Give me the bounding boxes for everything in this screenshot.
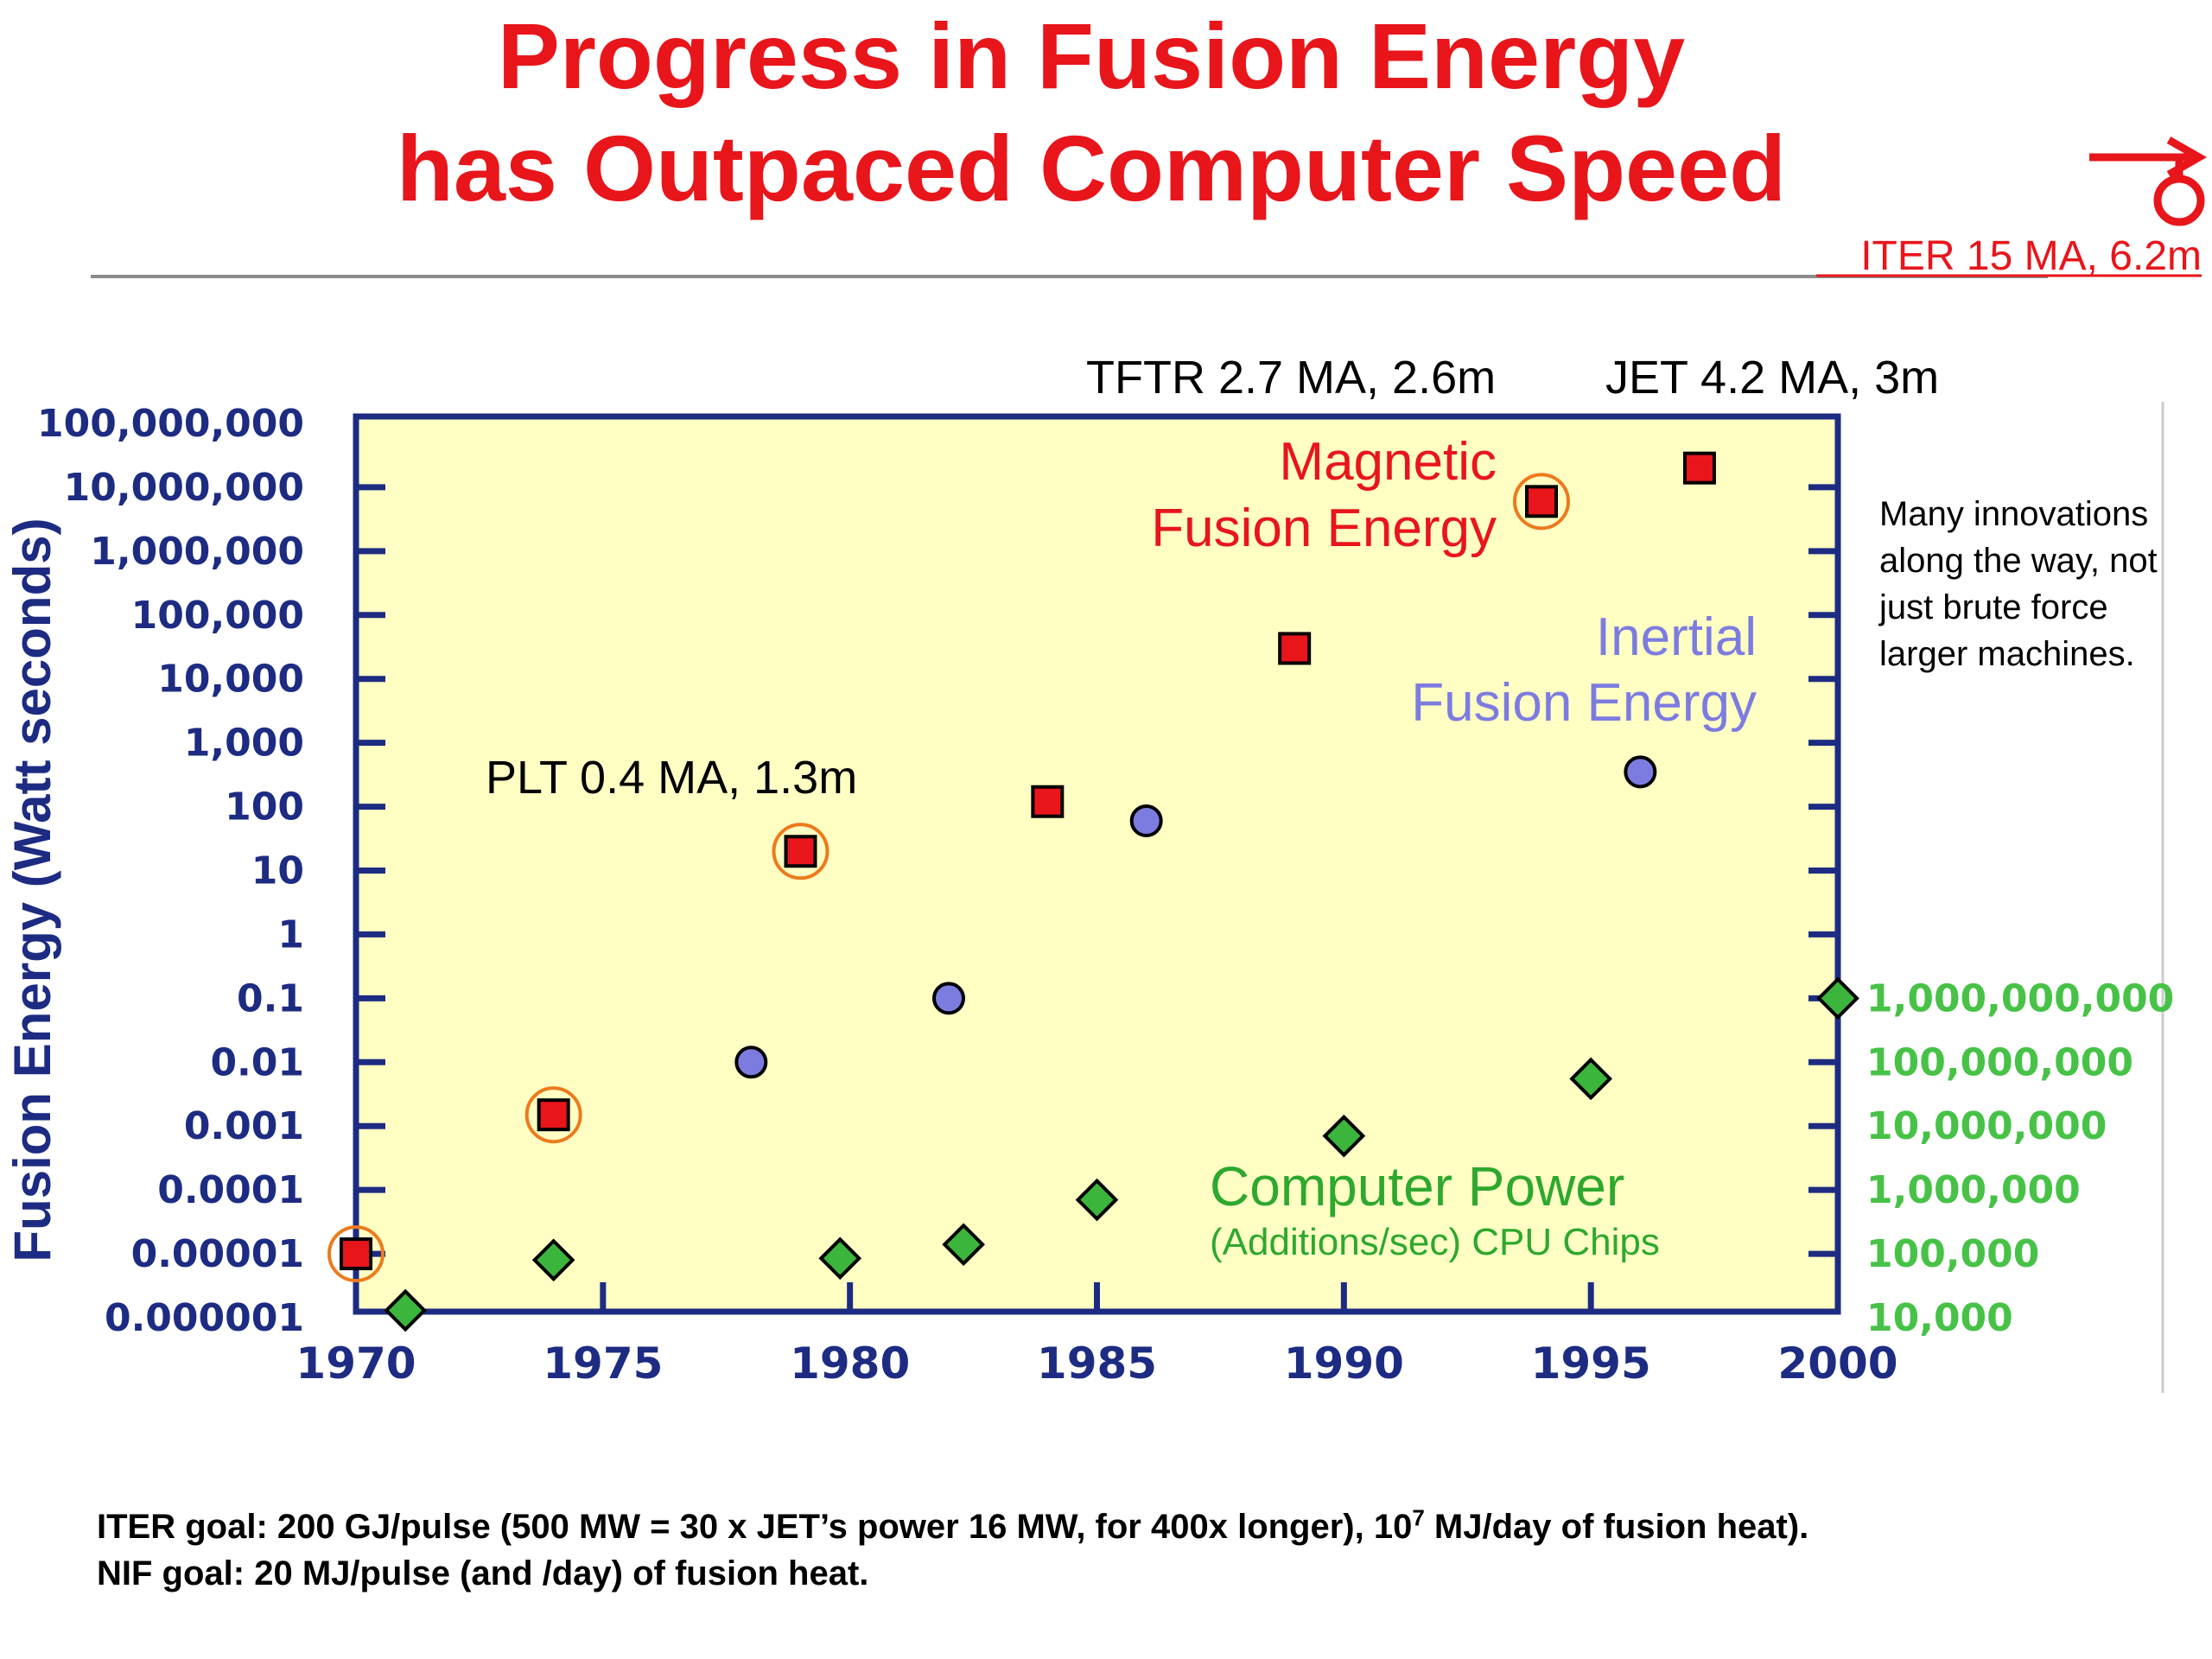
x-tick-label: 1980 xyxy=(790,1338,910,1389)
mfe-point xyxy=(784,835,817,868)
mfe-point xyxy=(1031,785,1065,818)
left-tick-label: 1,000 xyxy=(184,721,304,766)
left-axis: 0.000001 0.00001 0.0001 0.001 0.01 0.1 1 10 100 1… xyxy=(37,402,1838,1340)
left-tick-label: 0.01 xyxy=(210,1040,304,1084)
cpu-point xyxy=(1075,1178,1119,1222)
right-tick-label: 10,000,000 xyxy=(1866,1104,2107,1148)
right-tick-label: 100,000,000 xyxy=(1866,1040,2133,1084)
mfe-label-line-1: Magnetic xyxy=(1279,432,1497,492)
side-note-line-3: just brute force xyxy=(1878,588,2108,626)
footnote: ITER goal: 200 GJ/pulse (500 MW = 30 x J… xyxy=(97,1503,1808,1597)
left-tick-label: 0.001 xyxy=(184,1104,304,1148)
left-tick-label: 10,000 xyxy=(157,658,304,702)
left-tick-label: 0.00001 xyxy=(131,1232,304,1276)
left-tick-label: 1 xyxy=(277,912,304,957)
left-tick-label: 100 xyxy=(225,785,304,830)
cpu-point xyxy=(1569,1057,1612,1101)
footnote-exponent: 7 xyxy=(1412,1504,1425,1531)
highlight-ring xyxy=(772,823,830,880)
tftr-annotation: TFTR 2.7 MA, 2.6m xyxy=(1086,352,1496,404)
mfe-point xyxy=(1278,632,1312,665)
highlight-ring xyxy=(1513,473,1570,531)
left-tick-label: 0.000001 xyxy=(105,1296,304,1340)
x-tick-label: 1970 xyxy=(296,1338,416,1389)
x-tick-label: 1990 xyxy=(1284,1338,1404,1389)
x-axis: 1970 1975 1980 1985 1990 1995 2000 xyxy=(296,1282,1898,1389)
mfe-point xyxy=(340,1237,372,1271)
y-axis-label: Fusion Energy (Watt seconds) xyxy=(3,518,61,1262)
cpu-point xyxy=(1816,976,1859,1020)
left-tick-label: 10,000,000 xyxy=(64,466,304,510)
title-line-1: Progress in Fusion Energy xyxy=(497,3,1686,108)
ife-point xyxy=(1624,755,1657,789)
ife-label-line-2: Fusion Energy xyxy=(1411,673,1757,733)
footnote-iter-text: ITER goal: 200 GJ/pulse (500 MW = 30 x J… xyxy=(97,1508,1413,1546)
ife-point xyxy=(1129,804,1163,837)
mfe-point xyxy=(1525,485,1558,518)
side-note-line-1: Many innovations xyxy=(1879,495,2148,533)
x-tick-label: 2000 xyxy=(1777,1338,1897,1389)
mfe-label-line-2: Fusion Energy xyxy=(1151,499,1497,558)
right-tick-label: 100,000 xyxy=(1866,1232,2039,1276)
x-tick-label: 1975 xyxy=(543,1338,663,1389)
highlight-ring xyxy=(327,1225,385,1283)
side-note-line-4: larger machines. xyxy=(1879,635,2135,673)
footnote-iter-text-end: MJ/day of fusion heat). xyxy=(1424,1508,1809,1546)
mfe-point xyxy=(1682,451,1716,485)
highlight-ring xyxy=(524,1086,582,1144)
x-tick-label: 1985 xyxy=(1037,1338,1157,1389)
iter-arrow-icon xyxy=(2089,137,2208,226)
footnote-line-1: ITER goal: 200 GJ/pulse (500 MW = 30 x J… xyxy=(97,1503,1808,1550)
footnote-line-2: NIF goal: 20 MJ/pulse (and /day) of fusi… xyxy=(97,1554,869,1592)
left-tick-label: 0.1 xyxy=(237,976,304,1020)
left-tick-label: 0.0001 xyxy=(157,1168,304,1212)
cpu-point xyxy=(1322,1114,1366,1158)
data-marks xyxy=(327,451,1859,1332)
left-tick-label: 10 xyxy=(251,849,304,893)
cpu-point xyxy=(818,1236,862,1281)
left-tick-label: 100,000 xyxy=(131,594,304,638)
right-axis: 10,000 100,000 1,000,000 10,000,000 100,000,… xyxy=(1866,976,2174,1340)
right-tick-label: 10,000 xyxy=(1866,1296,2013,1340)
jet-annotation: JET 4.2 MA, 3m xyxy=(1605,352,1939,404)
ife-point xyxy=(734,1046,768,1079)
cpu-point xyxy=(384,1288,427,1332)
plot-area xyxy=(353,413,1841,1315)
plt-annotation: PLT 0.4 MA, 1.3m xyxy=(486,752,857,804)
right-tick-label: 1,000,000 xyxy=(1866,1168,2081,1212)
ife-point xyxy=(932,982,965,1015)
iter-annotation: ITER 15 MA, 6.2m xyxy=(1860,233,2202,279)
mfe-point xyxy=(537,1098,570,1132)
side-note-line-2: along the way, not xyxy=(1879,542,2158,580)
x-tick-label: 1995 xyxy=(1531,1338,1651,1389)
title-line-2: has Outpaced Computer Speed xyxy=(396,116,1787,220)
right-tick-label: 1,000,000,000 xyxy=(1866,976,2174,1020)
cpu-point xyxy=(531,1238,575,1282)
cpu-point xyxy=(942,1223,985,1267)
left-tick-label: 1,000,000 xyxy=(90,530,304,574)
slide-title: Progress in Fusion Energy has Outpaced C… xyxy=(0,0,2183,225)
cpu-sublabel: (Additions/sec) CPU Chips xyxy=(1210,1221,1660,1263)
ife-label-line-1: Inertial xyxy=(1596,607,1757,667)
left-tick-label: 100,000,000 xyxy=(37,402,304,446)
cpu-label: Computer Power xyxy=(1210,1155,1624,1217)
